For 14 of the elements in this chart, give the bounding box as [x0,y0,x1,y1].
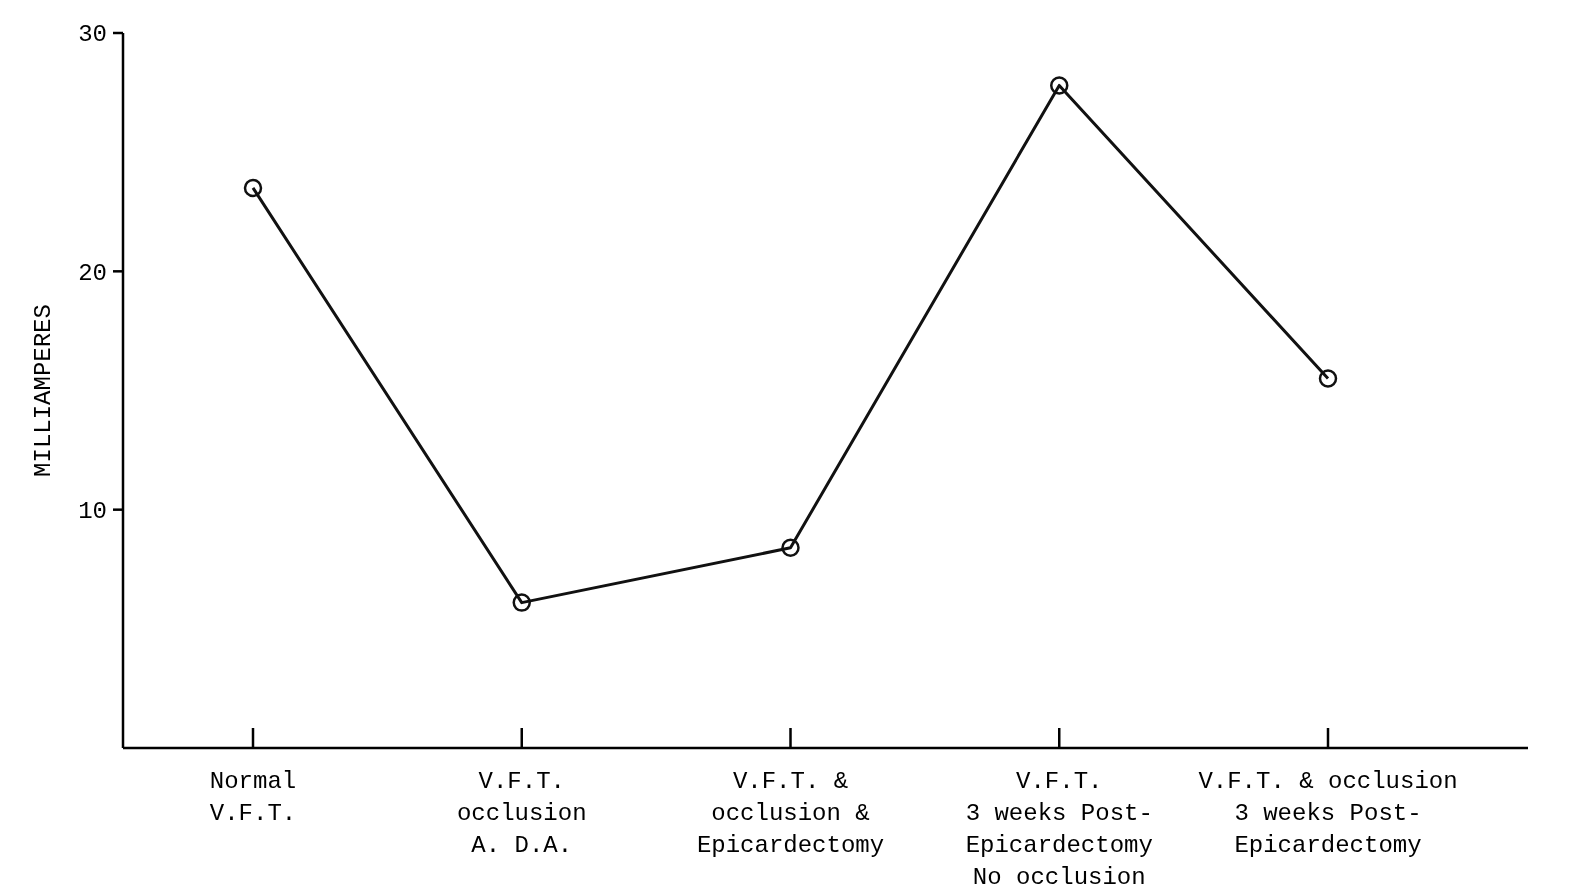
y-tick-label: 10 [78,498,107,526]
x-tick-label: V.F.T. & occlusion 3 weeks Post- Epicardectomy [1198,768,1458,859]
point [243,178,263,198]
y-tick-label: 20 [78,259,107,287]
x-tick-label: V.F.T. occlusion A. D.A. [456,768,587,859]
point [1050,76,1069,95]
x-tick-label: Normal V.F.T. [209,768,297,827]
y-tick-label: 30 [78,21,107,49]
point [512,593,531,612]
x-tick-label: V.F.T. 3 weeks Post- Epicardectomy No occlusion [965,768,1153,891]
point [1318,369,1338,388]
y-axis-title: MILLIAMPERES [30,304,57,477]
x-tick-label: V.F.T. & occlusion & Epicardectomy [696,768,885,859]
point [781,538,800,558]
